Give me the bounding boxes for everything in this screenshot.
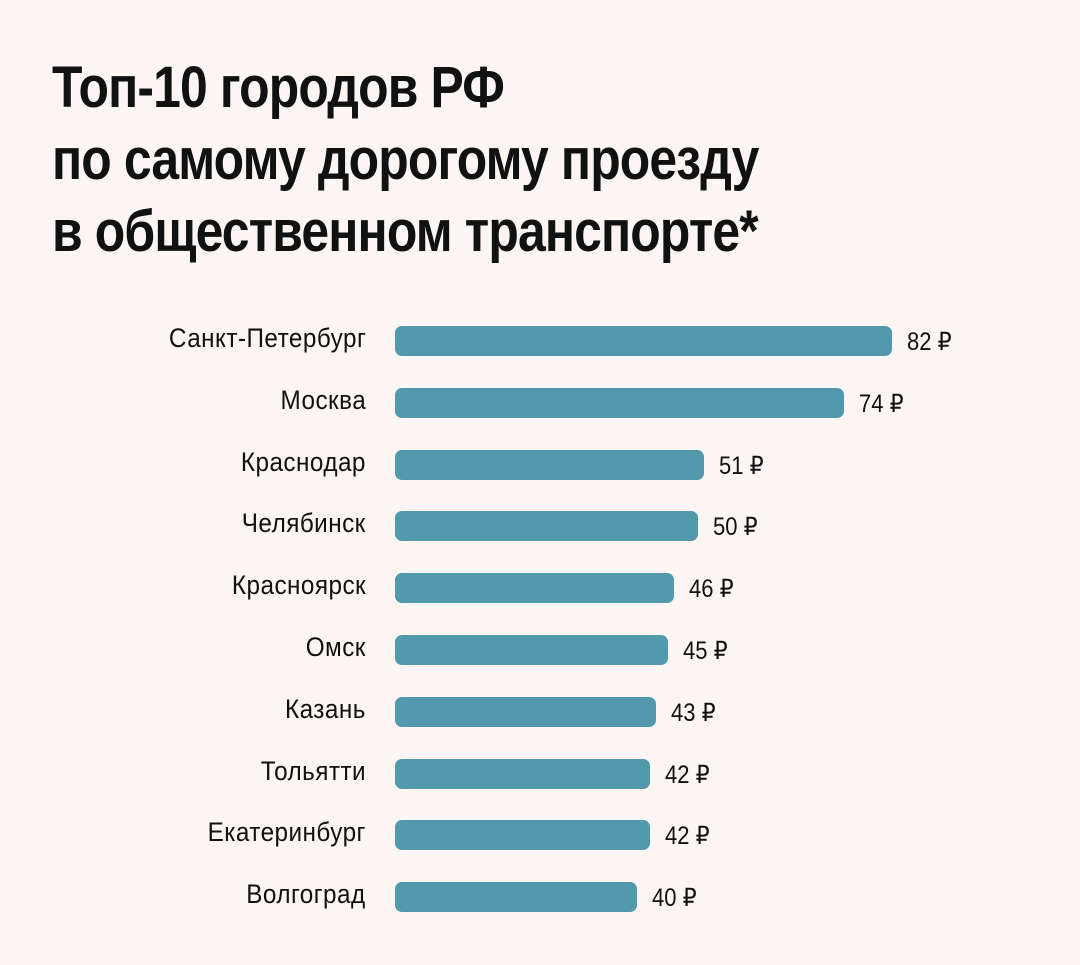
bar xyxy=(395,326,892,356)
category-label: Краснодар xyxy=(240,446,366,477)
bar xyxy=(395,635,668,665)
value-label: 51 ₽ xyxy=(719,451,764,480)
category-label: Тольятти xyxy=(260,755,366,786)
bar xyxy=(395,696,656,727)
category-label: Омск xyxy=(305,632,366,662)
value-label: 45 ₽ xyxy=(682,637,728,665)
bar xyxy=(395,820,650,851)
value-label: 46 ₽ xyxy=(688,575,734,604)
bar xyxy=(395,573,674,604)
bar xyxy=(395,882,638,913)
category-label: Челябинск xyxy=(242,508,366,539)
value-label: 40 ₽ xyxy=(652,884,698,913)
category-label: Волгоград xyxy=(246,879,366,910)
category-label: Санкт-Петербург xyxy=(168,323,366,353)
chart-title: Топ-10 городов РФ по самому дорогому про… xyxy=(52,52,998,268)
title-line-1: Топ-10 городов РФ xyxy=(52,55,505,120)
title-line-2: по самому дорогому проезду xyxy=(52,127,759,192)
bar xyxy=(395,449,705,480)
category-label: Казань xyxy=(285,693,366,724)
value-label: 82 ₽ xyxy=(907,328,952,356)
bar xyxy=(395,511,699,542)
value-label: 74 ₽ xyxy=(858,389,904,418)
value-label: 42 ₽ xyxy=(664,822,710,851)
category-label: Красноярск xyxy=(231,570,366,601)
category-label: Москва xyxy=(280,384,366,415)
bar xyxy=(395,758,650,789)
bar xyxy=(395,387,844,418)
value-label: 50 ₽ xyxy=(713,513,758,542)
category-label: Екатеринбург xyxy=(207,817,366,848)
value-label: 42 ₽ xyxy=(664,760,710,789)
title-line-3: в общественном транспорте* xyxy=(52,199,759,264)
value-label: 43 ₽ xyxy=(670,698,716,727)
